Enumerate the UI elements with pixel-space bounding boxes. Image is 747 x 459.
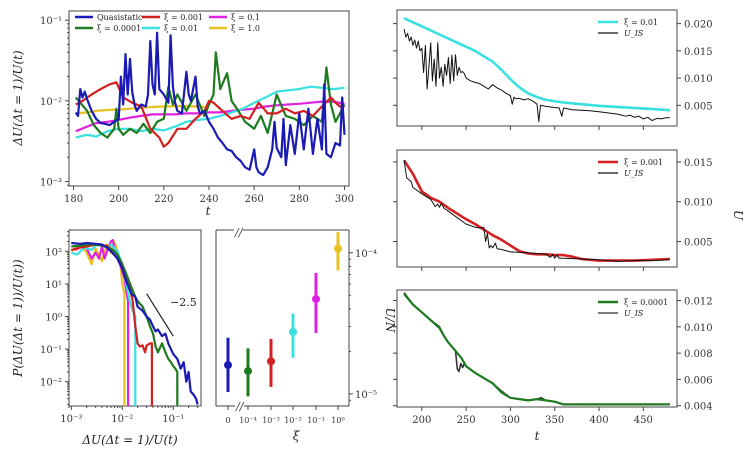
ts-xtick-label: 260 <box>245 194 264 205</box>
ts-xtick-label: 240 <box>199 194 218 205</box>
right-ytick-label: 0.008 <box>684 349 713 360</box>
ts-legend-label: ξ = 1.0 <box>231 24 260 33</box>
dist-ytick-label: 10¹ <box>45 280 62 291</box>
xi-point <box>224 361 232 370</box>
right-series-line <box>403 28 670 123</box>
right-ytick-label: 0.010 <box>684 74 713 85</box>
ts-xtick-label: 220 <box>154 194 173 205</box>
right-ytick-label: 0.015 <box>684 47 713 58</box>
dist-xlabel: ΔU(Δt = 1)/U(t) <box>81 433 178 447</box>
right-ytick-label: 0.015 <box>684 158 713 169</box>
xi-xtick-label: 10⁻⁴ <box>239 416 257 425</box>
dist-ylabel: P(ΔU(Δt = 1))/U(t)) <box>11 259 25 378</box>
ts-ytick-label: 10⁻³ <box>40 178 62 189</box>
right-xtick-label: 300 <box>501 415 520 426</box>
right-xtick-label: 450 <box>634 415 653 426</box>
right-xtick-label: 400 <box>589 415 608 426</box>
ts-ytick-label: 10⁻² <box>40 97 62 108</box>
ts-xtick-label: 200 <box>109 194 128 205</box>
right-legend-label: ξ = 0.01 <box>624 18 658 27</box>
ts-ylabel: ΔU(Δt = 1)/U(t) <box>11 50 25 147</box>
xi-ylabel: U/N <box>383 308 397 333</box>
xi-point <box>244 367 252 376</box>
dist-xtick-label: 10⁻¹ <box>162 414 184 425</box>
right-xtick-label: 200 <box>412 415 431 426</box>
ts-frame <box>68 10 350 187</box>
axis-break-top: // <box>234 226 244 239</box>
xi-ytick-label: 10⁻⁴ <box>355 249 377 260</box>
right-legend-label: ξ = 0.001 <box>624 158 663 167</box>
ts-ytick-label: 10⁻¹ <box>40 16 62 27</box>
right-ytick-label: 0.012 <box>684 297 713 308</box>
right-series-line <box>403 160 670 262</box>
ts-legend-label: ξ = 0.001 <box>164 13 203 22</box>
right-legend-label: U_IS <box>624 29 644 38</box>
dist-ytick-label: 10⁻¹ <box>40 345 62 356</box>
right-frame-2 <box>396 289 678 408</box>
slope-annotation: −2.5 <box>170 296 197 309</box>
xi-xtick-label: 10⁻³ <box>262 416 280 425</box>
dist-xtick-label: 10⁻² <box>111 414 133 425</box>
right-ytick-label: 0.005 <box>684 238 713 249</box>
right-legend-label: ξ = 0.0001 <box>624 298 668 307</box>
xi-point <box>289 327 297 336</box>
xi-xtick-label: 10⁻² <box>284 416 302 425</box>
right-series-line <box>403 293 670 406</box>
dist-slope-line <box>146 293 174 337</box>
dist-series-line <box>70 243 137 406</box>
xi-point <box>334 244 342 253</box>
dist-ytick-label: 10² <box>45 247 62 258</box>
dist-series-line <box>71 243 153 406</box>
right-ytick-label: 0.020 <box>684 20 713 31</box>
ts-series-line <box>74 51 346 139</box>
xi-xtick-label: 0 <box>225 416 230 425</box>
xi-xlabel: ξ <box>293 429 301 443</box>
xi-xtick-label: 10⁰ <box>331 416 344 425</box>
xi-point <box>267 357 275 366</box>
ts-legend-label: ξ = 0.01 <box>164 24 198 33</box>
dist-ytick-label: 10⁰ <box>45 313 62 324</box>
dist-ytick-label: 10⁻² <box>40 378 62 389</box>
right-ytick-label: 0.005 <box>684 101 713 112</box>
right-xlabel: t <box>535 429 540 443</box>
xi-xtick-label: 10⁻¹ <box>307 416 325 425</box>
ts-legend-label: ξ = 0.0001 <box>97 24 141 33</box>
ts-xtick-label: 280 <box>290 194 309 205</box>
dist-series-line <box>70 240 126 406</box>
right-ytick-label: 0.004 <box>684 402 713 413</box>
right-frame-0 <box>396 9 678 127</box>
ts-legend-label: Quasistatic <box>97 13 143 22</box>
right-series-line <box>403 17 670 112</box>
right-xtick-label: 350 <box>545 415 564 426</box>
dist-series-line <box>71 241 199 405</box>
right-xtick-label: 250 <box>457 415 476 426</box>
right-ytick-label: 0.010 <box>684 323 713 334</box>
right-ytick-label: 0.010 <box>684 198 713 209</box>
ts-xtick-label: 180 <box>64 194 83 205</box>
xi-ytick-label: 10⁻⁵ <box>355 390 377 401</box>
xi-point <box>312 295 320 304</box>
right-frame-1 <box>396 149 678 268</box>
axis-break-bottom: // <box>235 400 245 413</box>
dist-xtick-label: 10⁻³ <box>60 414 82 425</box>
right-ytick-label: 0.006 <box>684 375 713 386</box>
right-legend-label: U_IS <box>624 309 644 318</box>
ts-xtick-label: 300 <box>335 194 354 205</box>
right-legend-label: U_IS <box>624 169 644 178</box>
ts-series-line <box>74 31 346 177</box>
right-ylabel: U <box>731 210 745 221</box>
ts-xlabel: t <box>206 204 211 218</box>
ts-legend-label: ξ = 0.1 <box>231 13 260 22</box>
